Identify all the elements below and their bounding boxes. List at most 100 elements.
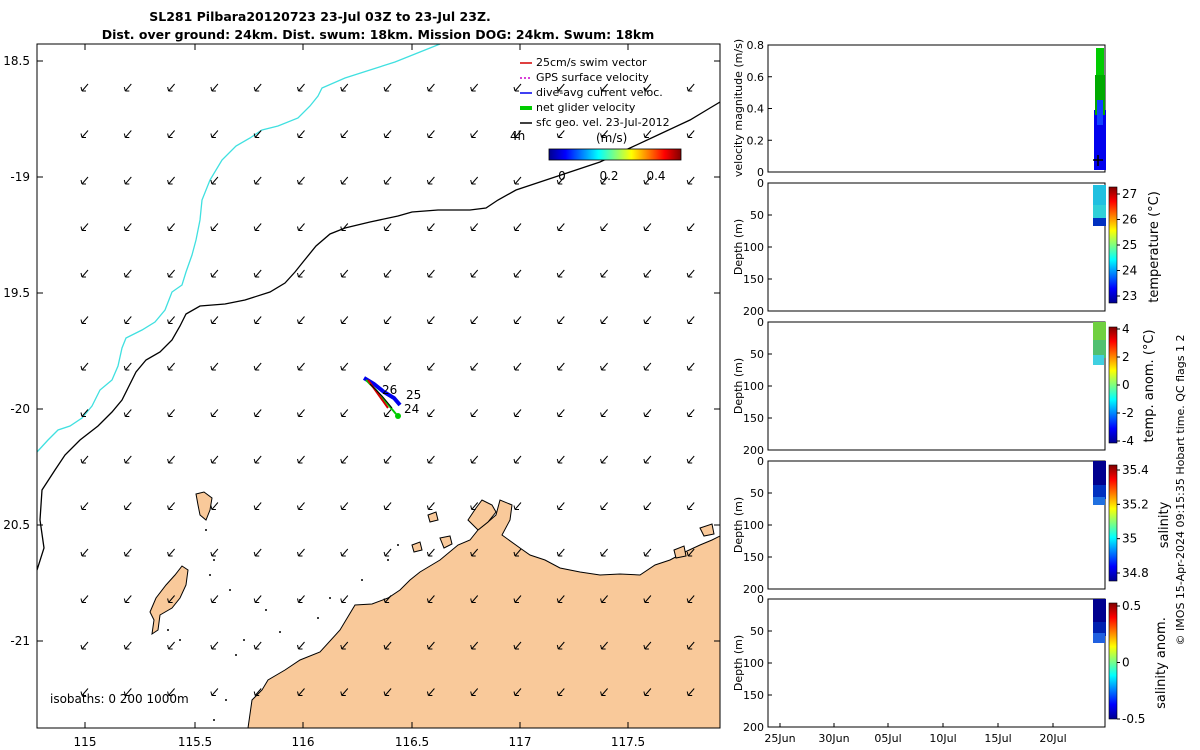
surface-velocity-arrow <box>556 455 565 464</box>
surface-velocity-arrow <box>80 316 89 324</box>
lat-tick-label: 18.5 <box>3 54 30 68</box>
surface-velocity-arrow <box>123 641 132 650</box>
panel-axis-ticks: 0.80.60.40.20050100150200050100150200050… <box>743 39 1149 745</box>
surface-velocity-arrow <box>383 316 392 324</box>
temp-anom-depth-tick-label: 150 <box>743 412 764 425</box>
lon-tick-label: 116 <box>292 735 315 749</box>
surface-velocity-arrow <box>686 176 695 185</box>
surface-velocity-arrow <box>253 688 262 696</box>
surface-velocity-arrow <box>167 176 175 185</box>
surface-velocity-arrow <box>556 641 565 650</box>
surface-velocity-arrow <box>297 595 305 603</box>
surface-velocity-arrow <box>297 316 305 324</box>
time-series-panels: 0.80.60.40.20050100150200050100150200050… <box>732 39 1187 745</box>
temperature-cbar-tick: 26 <box>1122 213 1137 227</box>
temp-anom-cbar-label: temp. anom. (°C) <box>1142 329 1157 442</box>
surface-velocity-arrow <box>253 83 262 92</box>
surface-velocity-arrow <box>253 641 262 650</box>
sal-anom-depth-tick-label: 150 <box>743 689 764 702</box>
temperature-panel <box>767 182 1106 312</box>
surface-velocity-arrow <box>167 455 175 464</box>
surface-velocity-arrow <box>600 223 608 231</box>
surface-velocity-arrow <box>80 83 89 92</box>
temperature-cbar-label: temperature (°C) <box>1147 191 1162 303</box>
surface-velocity-arrow <box>167 316 175 324</box>
surface-velocity-arrow <box>426 688 435 696</box>
surface-velocity-arrow <box>123 548 132 557</box>
surface-velocity-arrow <box>686 548 695 557</box>
track-label-24: 24 <box>404 402 419 416</box>
surface-velocity-arrow <box>557 735 564 742</box>
surface-velocity-arrow <box>123 455 132 464</box>
salinity-depth-tick-label: 150 <box>743 551 764 564</box>
temp-anom-cbar-tick: -4 <box>1122 434 1134 448</box>
salinity-depth-tick-label: 200 <box>743 583 764 596</box>
surface-velocity-arrow <box>643 269 652 278</box>
sal-anom-cbar-tick: 0 <box>1122 656 1130 670</box>
surface-velocity-arrow <box>686 641 695 650</box>
lon-tick-label: 115.5 <box>178 735 212 749</box>
surface-velocity-arrow <box>470 130 479 138</box>
surface-velocity-arrow <box>426 83 435 92</box>
surface-velocity-arrow <box>383 641 392 650</box>
map-panel: 26 25 24 115 115.5 116 116.5 117 117.5 18.5 -19… <box>3 43 721 749</box>
surface-velocity-arrow <box>80 455 89 464</box>
barrow-island <box>149 565 189 636</box>
velocity-tick-label: 0.8 <box>747 39 765 52</box>
surface-velocity-arrow <box>643 362 652 371</box>
surface-velocity-arrow <box>426 548 435 557</box>
surface-velocity-arrow <box>210 641 219 650</box>
isobath-1000m <box>37 44 441 453</box>
surface-velocity-arrow <box>470 502 479 510</box>
surface-velocity-arrow <box>426 176 435 185</box>
surface-velocity-arrow <box>253 316 262 324</box>
colorbar-tick-1: 0.2 <box>599 169 618 183</box>
surface-velocity-arrow <box>556 223 565 231</box>
surface-velocity-arrow <box>470 548 479 557</box>
surface-velocity-arrow <box>210 548 219 557</box>
surface-velocity-arrow <box>340 502 349 510</box>
surface-velocity-arrow <box>513 641 522 650</box>
surface-velocity-arrow <box>470 595 479 603</box>
surface-velocity-arrow <box>253 362 262 371</box>
surface-velocity-arrow <box>80 595 89 603</box>
temp-anom-depth-tick-label: 50 <box>750 348 764 361</box>
surface-velocity-arrow <box>600 362 608 371</box>
lat-tick-label: 19.5 <box>3 286 30 300</box>
surface-velocity-arrow <box>340 223 349 231</box>
surface-velocity-arrow <box>556 269 565 278</box>
surface-velocity-arrow <box>297 83 305 92</box>
surface-velocity-arrow <box>210 362 219 371</box>
surface-velocity-arrow <box>297 641 305 650</box>
surface-velocity-arrow <box>556 548 565 557</box>
arrow-scale-label: 4h <box>510 129 525 143</box>
surface-velocity-arrow <box>253 455 262 464</box>
surface-velocity-arrow <box>643 502 652 510</box>
surface-velocity-arrow <box>210 409 219 417</box>
temp-anom-colorbar <box>1108 326 1118 444</box>
surface-velocity-arrow <box>167 362 175 371</box>
sal-anom-colorbar <box>1108 602 1118 720</box>
temp-anom-depth-tick-label: 0 <box>757 316 764 329</box>
surface-velocity-arrow <box>297 130 305 138</box>
surface-velocity-arrow <box>167 223 175 231</box>
legend-swim-vector: 25cm/s swim vector <box>536 56 647 69</box>
surface-velocity-arrow <box>426 223 435 231</box>
title-line-1: SL281 Pilbara20120723 23-Jul 03Z to 23-J… <box>149 9 491 24</box>
temperature-depth-tick-label: 0 <box>757 177 764 190</box>
salinity-cbar-tick: 35.4 <box>1122 463 1149 477</box>
surface-velocity-arrow <box>426 641 435 650</box>
surface-velocity-arrow <box>210 595 219 603</box>
surface-velocity-arrow <box>686 269 695 278</box>
surface-velocity-arrow <box>297 409 305 417</box>
surface-velocity-arrow <box>210 176 219 185</box>
surface-velocity-arrow <box>123 502 132 510</box>
surface-velocity-arrow <box>167 83 175 92</box>
surface-velocity-arrow <box>210 83 219 92</box>
salinity-cbar-label: salinity <box>1157 501 1172 548</box>
surface-velocity-arrow <box>426 595 435 603</box>
surface-velocity-arrow <box>643 83 652 92</box>
date-tick-label: 30Jun <box>818 732 849 745</box>
surface-velocity-arrow <box>470 223 479 231</box>
surface-velocity-arrow <box>340 83 349 92</box>
